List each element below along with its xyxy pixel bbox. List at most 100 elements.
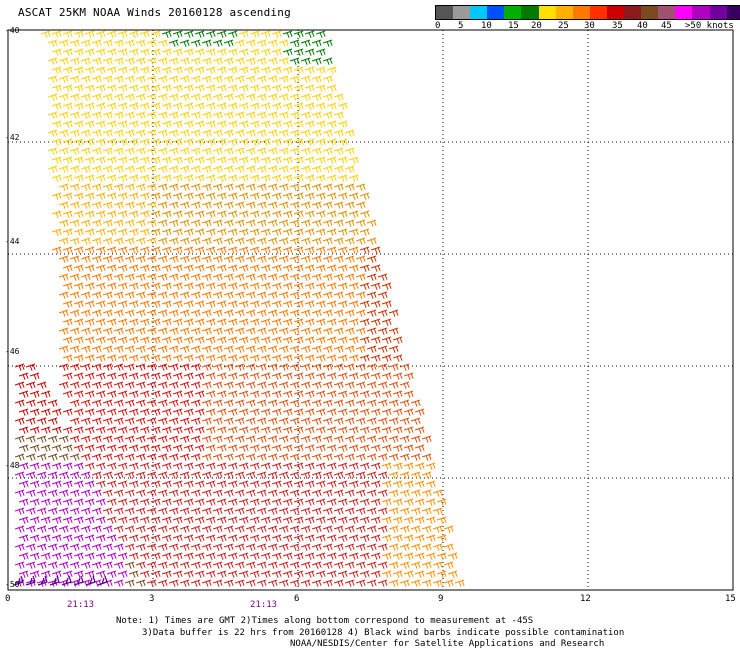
wind-barb [381, 444, 392, 452]
wind-barb [282, 354, 293, 362]
wind-barb [370, 570, 381, 578]
wind-barb [150, 570, 161, 578]
wind-barb [73, 354, 84, 362]
wind-barb [392, 444, 403, 452]
wind-barb [69, 165, 80, 173]
wind-barb [443, 543, 454, 551]
wind-barb [183, 30, 194, 38]
wind-barb [344, 129, 355, 137]
wind-barb [157, 291, 168, 299]
wind-barb [95, 480, 106, 488]
wind-barb [216, 552, 227, 560]
wind-barb [216, 84, 227, 92]
x-tick-label: 9 [438, 594, 444, 604]
wind-barb [190, 255, 201, 263]
wind-barb [62, 354, 73, 362]
wind-barb [161, 480, 172, 488]
wind-barb [216, 210, 227, 218]
wind-barb [238, 516, 249, 524]
wind-barb [289, 507, 300, 515]
wind-barb [117, 282, 128, 290]
wind-barb [271, 426, 282, 434]
wind-barb [212, 219, 223, 227]
wind-barb [172, 408, 183, 416]
wind-barb [289, 309, 300, 317]
wind-barb [315, 282, 326, 290]
wind-barb [223, 453, 234, 461]
wind-barb [135, 561, 146, 569]
wind-barb [194, 138, 205, 146]
wind-barb [271, 192, 282, 200]
wind-barb [326, 246, 337, 254]
wind-barb [333, 561, 344, 569]
wind-barb [311, 291, 322, 299]
wind-barb [315, 516, 326, 524]
wind-barb [315, 246, 326, 254]
wind-barb [113, 345, 124, 353]
wind-barb [172, 444, 183, 452]
wind-barb [139, 66, 150, 74]
wind-barb [300, 75, 311, 83]
wind-barb [113, 165, 124, 173]
wind-barb [282, 246, 293, 254]
wind-barb [333, 147, 344, 155]
wind-barb [146, 309, 157, 317]
wind-barb [73, 264, 84, 272]
wind-barb [113, 255, 124, 263]
wind-barb [168, 525, 179, 533]
wind-barb [102, 381, 113, 389]
wind-barb [227, 300, 238, 308]
wind-barb [260, 318, 271, 326]
wind-barb [366, 507, 377, 515]
wind-barb [102, 273, 113, 281]
wind-barb [168, 291, 179, 299]
wind-barb [326, 300, 337, 308]
wind-barb [311, 309, 322, 317]
wind-barb [355, 507, 366, 515]
wind-barb [315, 300, 326, 308]
wind-barb [359, 570, 370, 578]
wind-barb [238, 84, 249, 92]
wind-barb [227, 192, 238, 200]
wind-barb [245, 93, 256, 101]
wind-barb [315, 570, 326, 578]
wind-barb [179, 579, 190, 587]
legend-swatch [589, 6, 607, 19]
wind-barb [278, 489, 289, 497]
wind-barb [238, 120, 249, 128]
wind-barb [271, 480, 282, 488]
wind-barb [421, 453, 432, 461]
wind-barb [205, 390, 216, 398]
wind-barb [14, 453, 25, 461]
wind-barb [25, 435, 36, 443]
wind-barb [51, 30, 62, 38]
wind-barb [201, 165, 212, 173]
wind-barb [47, 39, 58, 47]
wind-barb [62, 372, 73, 380]
wind-barb [315, 84, 326, 92]
wind-barb [293, 246, 304, 254]
y-tick-label: -46 [5, 347, 20, 356]
wind-barb [135, 525, 146, 533]
wind-barb [205, 516, 216, 524]
wind-barb [157, 543, 168, 551]
wind-barb [113, 201, 124, 209]
wind-barb [128, 534, 139, 542]
wind-barb [179, 165, 190, 173]
wind-barb [249, 48, 260, 56]
wind-barb [348, 354, 359, 362]
wind-barb [322, 201, 333, 209]
wind-barb [183, 246, 194, 254]
wind-barb [40, 498, 51, 506]
wind-barb [58, 345, 69, 353]
wind-barb [227, 318, 238, 326]
wind-barb [146, 471, 157, 479]
wind-barb [399, 543, 410, 551]
wind-barb [414, 462, 425, 470]
wind-barb [315, 120, 326, 128]
wind-barb [260, 192, 271, 200]
wind-barb [62, 336, 73, 344]
wind-barb [410, 471, 421, 479]
wind-barb [14, 525, 25, 533]
wind-barb [62, 282, 73, 290]
